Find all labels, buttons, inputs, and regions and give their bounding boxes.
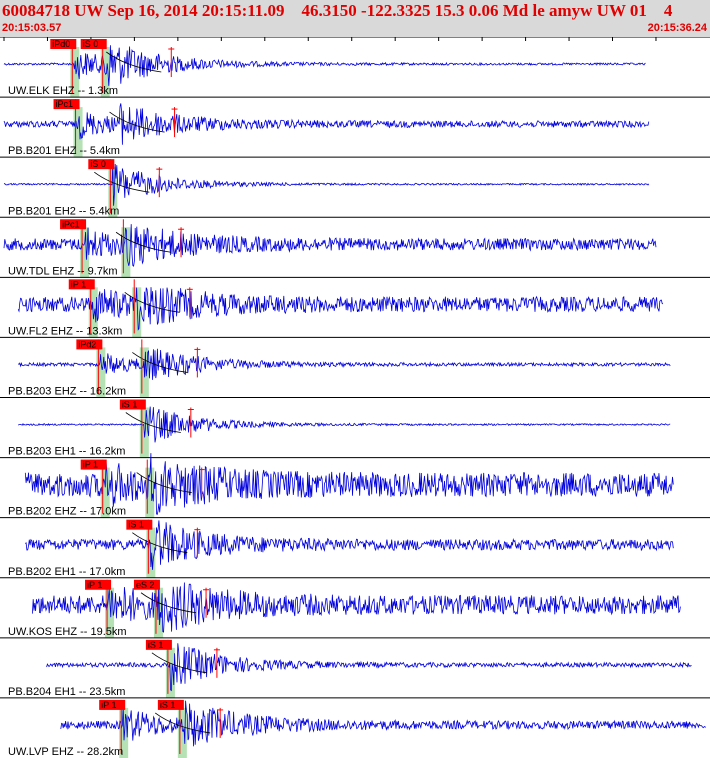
p-pick-label: iP 1 — [71, 279, 86, 289]
waveform — [17, 287, 664, 331]
trace-label: PB.B201 EH2 -- 5.4km — [8, 205, 119, 217]
trace-label: UW.KOS EHZ -- 19.5km — [8, 626, 127, 638]
p-pick-window — [80, 227, 90, 278]
s-pick-label: iS 0 — [83, 39, 99, 49]
p-pick-label: iPd0 — [52, 39, 70, 49]
waveform — [17, 406, 671, 443]
p-pick-label: iP 1 — [87, 580, 102, 590]
theoretical-arrival-curve — [154, 712, 211, 734]
s-pick-box[interactable] — [145, 639, 172, 650]
trace-label: PB.B202 EH1 -- 17.0km — [8, 566, 125, 578]
s-pick-box[interactable] — [80, 39, 107, 49]
theoretical-arrival-curve — [132, 352, 188, 373]
p-pick-label: iPd2 — [78, 339, 96, 349]
p-pick-label: iP 1 — [101, 700, 116, 710]
trace-label: UW.TDL EHZ -- 9.7km — [8, 265, 118, 277]
trace-row[interactable]: iP 1 PB.B202 EHZ -- 17.0km — [0, 453, 710, 518]
p-pick-label: iPc1 — [56, 99, 74, 109]
p-pick-window — [100, 467, 110, 518]
s-pick-box[interactable] — [126, 519, 153, 530]
s-pick-window — [145, 467, 155, 518]
p-pick-label: iPc1 — [62, 219, 80, 229]
trace-row[interactable]: iP 1 eS 2 UW.KOS EHZ -- 19.5km — [0, 577, 710, 638]
theoretical-arrival-curve — [115, 231, 172, 253]
theoretical-arrival-curve — [94, 171, 150, 193]
trace-label: UW.LVP EHZ -- 28.2km — [8, 746, 123, 758]
s-pick-window — [121, 227, 131, 278]
trace-label: PB.B203 EH1 -- 16.2km — [8, 446, 125, 458]
s-pick-window — [108, 167, 118, 218]
waveform — [24, 453, 674, 515]
trace-row[interactable]: iPd0 iS 0 UW.ELK EHZ -- 1.3km — [0, 37, 710, 98]
trace-row[interactable]: iPc1 PB.B201 EHZ -- 5.4km — [0, 96, 710, 158]
trace-label: UW.FL2 EHZ -- 13.3km — [8, 325, 122, 337]
p-pick-window — [73, 107, 83, 158]
event-title: 60084718 UW Sep 16, 2014 20:15:11.09 46.… — [2, 1, 673, 20]
s-pick-window — [132, 287, 142, 338]
trace-row[interactable]: iS 1 PB.B203 EH1 -- 16.2km — [0, 397, 710, 458]
trace-row[interactable]: iPc1 UW.TDL EHZ -- 9.7km — [0, 216, 710, 278]
waveform — [60, 700, 706, 747]
p-pick-box[interactable] — [85, 579, 112, 590]
waveform — [3, 103, 650, 145]
p-pick-box[interactable] — [53, 99, 80, 110]
theoretical-arrival-curve — [125, 412, 181, 433]
waveform — [46, 643, 692, 692]
s-pick-label: iS 1 — [128, 520, 144, 530]
s-pick-box[interactable] — [157, 699, 184, 710]
theoretical-arrival-curve — [109, 111, 165, 133]
p-pick-box[interactable] — [60, 219, 87, 230]
p-pick-box[interactable] — [99, 699, 126, 710]
waveform — [3, 45, 646, 86]
trace-row[interactable]: iP 1 iS 1 UW.LVP EHZ -- 28.2km — [0, 697, 710, 758]
theoretical-arrival-curve — [132, 532, 188, 554]
p-pick-box[interactable] — [80, 459, 107, 470]
p-pick-label: iP 1 — [83, 460, 98, 470]
s-pick-label: iS 1 — [160, 700, 176, 710]
waveform — [17, 348, 671, 380]
theoretical-arrival-curve — [140, 592, 197, 614]
s-pick-box[interactable] — [88, 159, 115, 170]
s-pick-label: eS 2 — [136, 580, 155, 590]
s-pick-label: iS 0 — [90, 159, 106, 169]
p-pick-box[interactable] — [68, 279, 95, 290]
trace-label: PB.B203 EHZ -- 16.2km — [8, 386, 126, 398]
seismogram-panel[interactable]: iPd0 iS 0 UW.ELK EHZ -- 1.3km iPc1 PB.B201 E… — [0, 37, 710, 758]
p-pick-window — [105, 587, 115, 638]
trace-row[interactable]: iS 0 PB.B201 EH2 -- 5.4km — [0, 156, 710, 218]
trace-row[interactable]: iP 1 UW.FL2 EHZ -- 13.3km — [0, 276, 710, 338]
trace-label: PB.B201 EHZ -- 5.4km — [8, 145, 120, 157]
trace-row[interactable]: iPd2 PB.B203 EHZ -- 16.2km — [0, 336, 710, 398]
waveform — [3, 224, 657, 267]
trace-row[interactable]: iS 1 PB.B202 EH1 -- 17.0km — [0, 517, 710, 578]
theoretical-arrival-curve — [106, 51, 162, 73]
p-pick-window — [70, 47, 80, 98]
s-pick-window — [146, 527, 156, 578]
s-pick-label: iS 1 — [148, 640, 164, 650]
trace-row[interactable]: iS 1 PB.B204 EH1 -- 23.5km — [0, 637, 710, 698]
s-pick-label: iS 1 — [122, 400, 138, 410]
theoretical-arrival-curve — [124, 292, 180, 313]
waveform — [25, 520, 674, 570]
seismogram-plot[interactable]: iPd0 iS 0 UW.ELK EHZ -- 1.3km iPc1 PB.B201 E… — [0, 37, 710, 758]
trace-label: PB.B204 EH1 -- 23.5km — [8, 686, 125, 698]
event-header: 60084718 UW Sep 16, 2014 20:15:11.09 46.… — [0, 0, 710, 37]
trace-label: UW.ELK EHZ -- 1.3km — [8, 85, 118, 97]
waveform — [3, 163, 650, 206]
theoretical-arrival-curve — [136, 472, 192, 493]
s-pick-window — [177, 707, 187, 758]
p-pick-box[interactable] — [76, 339, 103, 350]
end-time: 20:15:36.24 — [647, 22, 707, 34]
waveform — [32, 580, 681, 633]
trace-label: PB.B202 EHZ -- 17.0km — [8, 506, 126, 518]
start-time: 20:15:03.57 — [2, 22, 62, 34]
theoretical-arrival-curve — [151, 652, 207, 674]
p-pick-window — [96, 347, 106, 398]
s-pick-box[interactable] — [119, 399, 146, 410]
p-pick-box[interactable] — [50, 39, 77, 49]
s-pick-box[interactable] — [133, 579, 160, 590]
s-pick-window — [100, 47, 110, 98]
